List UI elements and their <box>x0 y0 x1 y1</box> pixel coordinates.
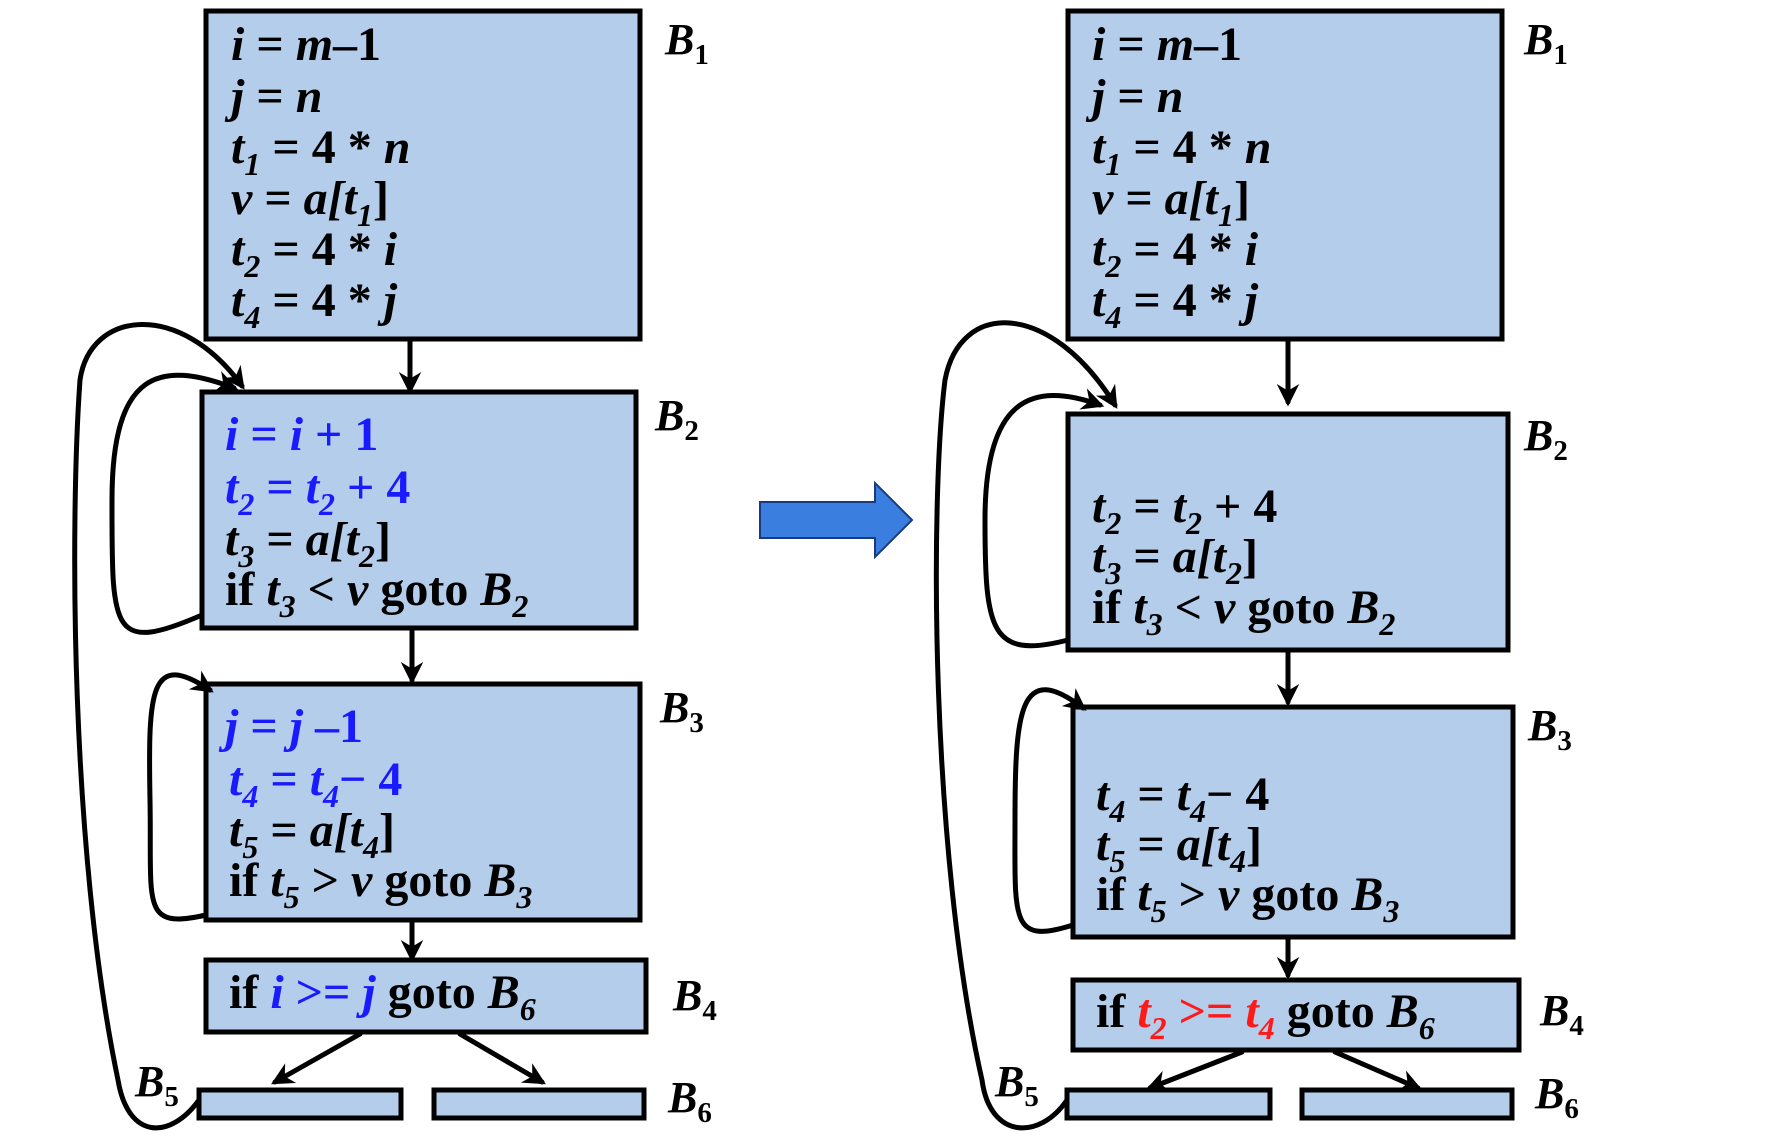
left-b4-label: B4 <box>672 971 717 1027</box>
right-b3-label: B3 <box>1527 701 1572 757</box>
left-b1-line1: i = m–1 <box>231 18 381 71</box>
left-block-b3 <box>203 681 643 923</box>
right-b1-line2: j = n <box>1085 70 1183 123</box>
left-b2-line1: i = i + 1 <box>225 408 378 461</box>
right-block-b3 <box>1070 704 1516 940</box>
left-b1-line4: v = a[t1] <box>231 172 389 233</box>
left-b3-line1: j = j –1 <box>218 700 363 753</box>
transform-arrow-icon <box>759 480 914 560</box>
left-b2-label: B2 <box>654 391 699 447</box>
left-block-b6 <box>431 1087 647 1121</box>
right-b4-label: B4 <box>1539 986 1584 1042</box>
left-b3-line2: t4 = t4− 4 <box>229 753 402 814</box>
left-b3-line3: t5 = a[t4] <box>229 804 395 865</box>
right-block-b6 <box>1299 1087 1515 1121</box>
right-block-b2 <box>1065 411 1511 653</box>
left-b1-line3: t1 = 4 * n <box>231 121 410 182</box>
left-self-loop-b3 <box>147 670 214 922</box>
right-self-loop-b2 <box>982 388 1105 649</box>
right-block-b1 <box>1065 8 1505 342</box>
left-block-b2 <box>199 389 639 631</box>
left-b3-label: B3 <box>659 683 704 739</box>
right-b2-line4: if t3 < v goto B2 <box>1092 581 1395 642</box>
left-block-b1 <box>203 8 643 342</box>
right-b3-line4: if t5 > v goto B3 <box>1096 868 1399 929</box>
right-b1-label: B1 <box>1523 15 1568 71</box>
left-b2-line3: t3 = a[t2] <box>225 513 391 574</box>
right-self-loop-b3 <box>1012 687 1087 934</box>
right-b2-label: B2 <box>1523 411 1568 467</box>
right-b1-line4: v = a[t1] <box>1092 172 1250 233</box>
right-b3-line3: t5 = a[t4] <box>1096 818 1262 879</box>
right-b4-line: if t2 >= t4 goto B6 <box>1096 985 1435 1046</box>
left-flow-graph: B1 i = m–1 j = n t1 = 4 * n v = a[t1] t2… <box>72 8 717 1131</box>
left-b6-label: B6 <box>667 1073 712 1129</box>
left-back-edge-b5-b2 <box>72 322 245 1131</box>
left-edge-b4-b5 <box>271 1031 363 1085</box>
right-b1-line1: i = m–1 <box>1092 18 1242 71</box>
left-b1-line6: t4 = 4 * j <box>231 274 398 335</box>
right-b1-line3: t1 = 4 * n <box>1092 121 1271 182</box>
right-b2-line2: t2 = t2 + 4 <box>1092 480 1277 541</box>
left-b2-line2: t2 = t2 + 4 <box>225 461 410 522</box>
left-b5-label: B5 <box>134 1057 179 1113</box>
right-edge-b4-b6 <box>1332 1049 1423 1092</box>
left-b3-line4: if t5 > v goto B3 <box>229 854 532 915</box>
left-b4-line: if i >= j goto B6 <box>229 966 536 1027</box>
left-block-b4 <box>203 957 649 1035</box>
left-b2-line4: if t3 < v goto B2 <box>225 563 528 624</box>
right-b1-line5: t2 = 4 * i <box>1092 223 1259 284</box>
right-edge-b4-b5 <box>1145 1049 1245 1092</box>
left-b1-line2: j = n <box>224 70 322 123</box>
left-block-b5 <box>196 1087 404 1121</box>
right-back-edge-b5-b2 <box>933 320 1118 1131</box>
right-b3-line2: t4 = t4− 4 <box>1096 768 1269 829</box>
left-edge-b4-b6 <box>457 1031 546 1085</box>
left-self-loop-b2 <box>109 371 239 635</box>
left-b1-line5: t2 = 4 * i <box>231 223 398 284</box>
right-block-b5 <box>1064 1087 1273 1121</box>
right-b5-label: B5 <box>994 1057 1039 1113</box>
right-flow-graph: B1 i = m–1 j = n t1 = 4 * n v = a[t1] t2… <box>933 8 1584 1131</box>
right-b1-line6: t4 = 4 * j <box>1092 274 1259 335</box>
left-b1-label: B1 <box>664 15 709 71</box>
right-block-b4 <box>1070 977 1522 1053</box>
right-b6-label: B6 <box>1534 1069 1579 1125</box>
right-b2-line3: t3 = a[t2] <box>1092 530 1258 591</box>
